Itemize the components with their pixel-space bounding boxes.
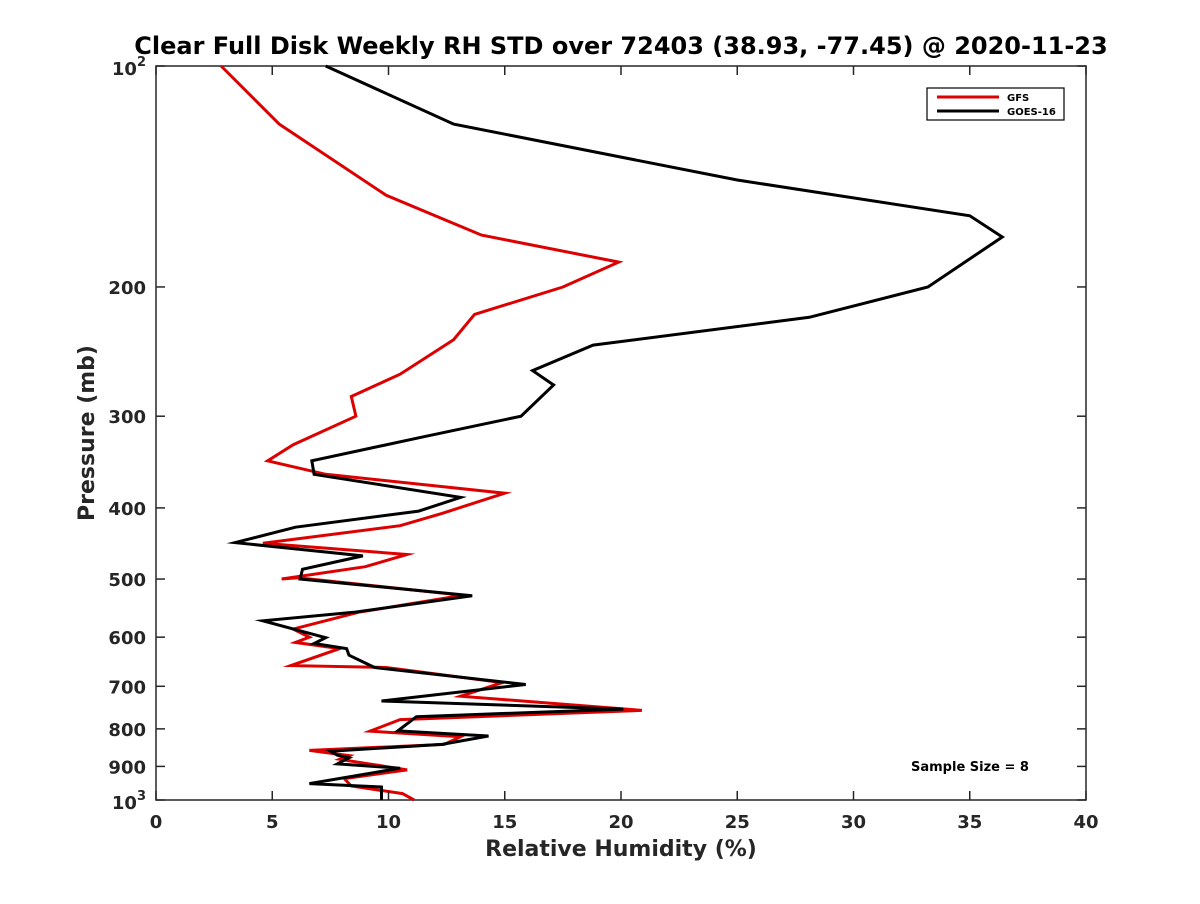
x-tick-label: 5 — [266, 812, 279, 833]
y-tick-label: 103 — [112, 789, 146, 814]
y-tick-label: 700 — [108, 677, 146, 698]
x-tick-label: 25 — [725, 812, 750, 833]
y-tick-label-exponent: 2 — [137, 55, 146, 70]
x-tick-label: 40 — [1073, 812, 1098, 833]
y-tick-label: 900 — [108, 757, 146, 778]
y-tick-label: 500 — [108, 570, 146, 591]
legend-label: GOES-16 — [1007, 107, 1056, 118]
x-tick-label: 30 — [841, 812, 866, 833]
y-tick-label-base: 10 — [112, 793, 137, 814]
x-axis-label: Relative Humidity (%) — [485, 837, 757, 862]
y-tick-label-base: 10 — [112, 59, 137, 80]
y-tick-label: 600 — [108, 628, 146, 649]
sample-size-annotation: Sample Size = 8 — [911, 760, 1029, 775]
y-tick-label: 102 — [112, 55, 146, 80]
y-tick-label: 300 — [108, 407, 146, 428]
series-line-goes-16 — [226, 64, 1006, 800]
x-tick-label: 0 — [150, 812, 163, 833]
y-tick-label: 800 — [108, 720, 146, 741]
legend: GFS GOES-16 — [926, 87, 1065, 121]
chart-title: Clear Full Disk Weekly RH STD over 72403… — [134, 32, 1107, 60]
x-tick-label: 20 — [608, 812, 633, 833]
x-tick-label: 10 — [376, 812, 401, 833]
x-tick-label: 35 — [957, 812, 982, 833]
y-axis-label: Pressure (mb) — [75, 345, 100, 521]
legend-box — [926, 87, 1065, 121]
y-tick-label-exponent: 3 — [137, 789, 146, 804]
y-tick-label: 200 — [108, 278, 146, 299]
y-tick-label: 400 — [108, 499, 146, 520]
series-layer — [220, 64, 1006, 802]
legend-label: GFS — [1007, 93, 1029, 104]
x-tick-label: 15 — [492, 812, 517, 833]
x-axis: 0 5 10 15 20 25 30 35 40 — [150, 66, 1099, 833]
